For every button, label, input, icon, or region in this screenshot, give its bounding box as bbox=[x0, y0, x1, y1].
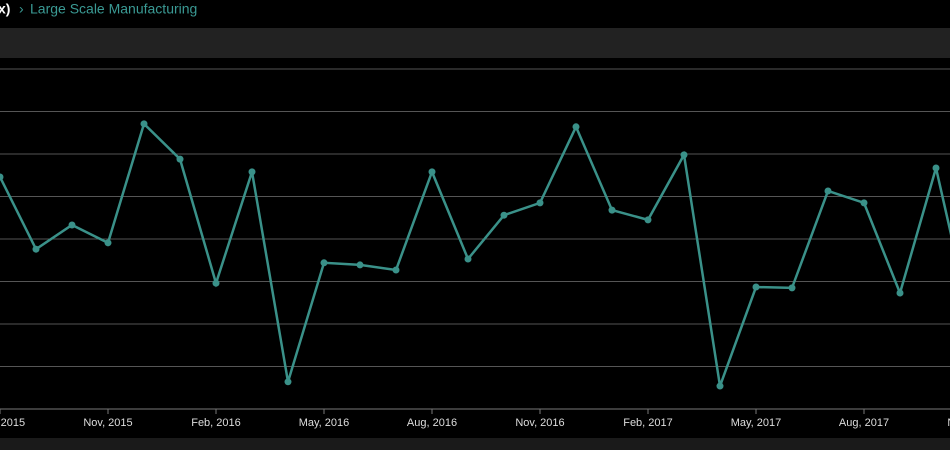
data-point bbox=[284, 378, 292, 386]
breadcrumb-parent[interactable]: x) bbox=[0, 1, 10, 17]
data-point bbox=[356, 261, 364, 269]
data-point bbox=[536, 199, 544, 207]
data-point bbox=[320, 259, 328, 267]
x-tick-label: May, 2017 bbox=[731, 417, 782, 429]
x-tick-label: Aug, 2016 bbox=[407, 417, 457, 429]
data-point bbox=[716, 382, 724, 390]
data-point bbox=[608, 206, 616, 214]
data-point bbox=[464, 255, 472, 263]
data-point bbox=[248, 168, 256, 176]
x-tick-label: Feb, 2017 bbox=[623, 417, 673, 429]
data-point bbox=[932, 164, 940, 172]
data-point bbox=[680, 151, 688, 159]
x-tick-label: May, 2016 bbox=[299, 417, 350, 429]
footer-strip bbox=[0, 438, 950, 450]
data-point bbox=[392, 266, 400, 274]
data-point bbox=[500, 211, 508, 219]
data-point bbox=[572, 123, 580, 131]
data-point bbox=[824, 187, 832, 195]
x-tick-label: Nov, 2016 bbox=[515, 417, 564, 429]
toolbar bbox=[0, 28, 950, 58]
data-point bbox=[788, 284, 796, 292]
data-point bbox=[212, 279, 220, 287]
x-tick-label: Nov, 2015 bbox=[83, 417, 132, 429]
data-point bbox=[104, 239, 112, 247]
data-point bbox=[176, 155, 184, 163]
data-point bbox=[428, 168, 436, 176]
x-tick-label: Aug, 2015 bbox=[0, 417, 25, 429]
data-point bbox=[644, 216, 652, 224]
data-point bbox=[140, 120, 148, 128]
breadcrumb-current[interactable]: Large Scale Manufacturing bbox=[30, 1, 197, 17]
x-tick-label: Feb, 2016 bbox=[191, 417, 241, 429]
x-tick-label: Aug, 2017 bbox=[839, 417, 889, 429]
plot: Aug, 2015 Nov, 2015 Feb, 2016 May, 2016 Aug,… bbox=[0, 68, 950, 429]
breadcrumb-separator: › bbox=[19, 1, 24, 17]
data-point bbox=[860, 199, 868, 207]
data-point bbox=[68, 221, 76, 229]
data-point bbox=[896, 289, 904, 297]
series-line bbox=[0, 121, 950, 387]
x-tick-label: Nov, 2017 bbox=[947, 417, 950, 429]
data-point bbox=[0, 173, 4, 181]
data-point bbox=[32, 245, 40, 253]
data-point bbox=[752, 283, 760, 291]
